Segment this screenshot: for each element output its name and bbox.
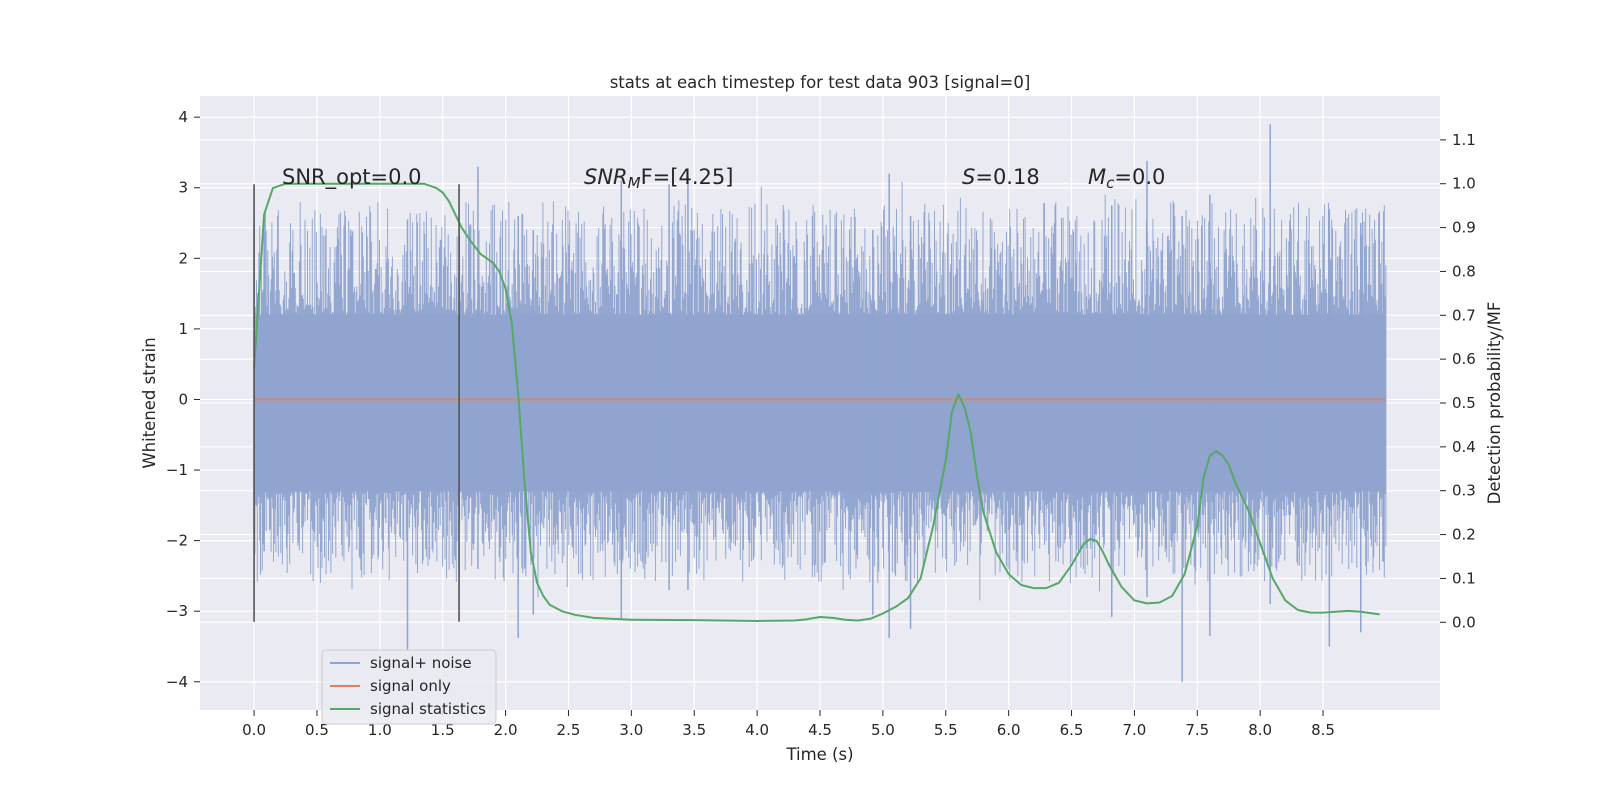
y-right-tick-label-0: 1.1	[1452, 131, 1476, 149]
x-tick-label-16: 8.0	[1248, 721, 1272, 739]
y-right-tick-label-9: 0.2	[1452, 526, 1476, 544]
y-right-tick-label-1: 1.0	[1452, 175, 1476, 193]
y-left-tick-label-2: 2	[178, 249, 188, 267]
x-tick-label-7: 3.5	[682, 721, 706, 739]
y-right-tick-label-5: 0.6	[1452, 350, 1476, 368]
legend-label-signal-only: signal only	[370, 677, 451, 695]
legend: signal+ noise signal only signal statist…	[321, 649, 497, 725]
legend-label-signal-noise: signal+ noise	[370, 654, 472, 672]
signal-statistics-line	[253, 182, 1380, 622]
y-left-tick-label-8: −4	[166, 673, 188, 691]
chart-title: stats at each timestep for test data 903…	[610, 73, 1031, 92]
annotation-mc-subscript: c	[1106, 174, 1115, 192]
y-left-tick-label-0: 4	[178, 108, 188, 126]
y-right-tick-label-6: 0.5	[1452, 394, 1476, 412]
series-signal-statistics	[253, 182, 1380, 622]
y-right-tick-label-10: 0.1	[1452, 569, 1476, 587]
x-tick-label-11: 5.5	[934, 721, 958, 739]
y-left-tick-label-7: −3	[166, 602, 188, 620]
y-right-tick-label-8: 0.3	[1452, 482, 1476, 500]
y-left-tick-label-4: 0	[178, 390, 188, 408]
x-tick-label-0: 0.0	[242, 721, 266, 739]
annotation-s-value: =0.18	[975, 165, 1039, 189]
annotation-snr-mf-symbol: SNR	[584, 165, 628, 189]
x-tick-label-4: 2.0	[494, 721, 518, 739]
y-axis-right-label: Detection probability/MF	[1485, 302, 1504, 505]
x-tick-label-2: 1.0	[368, 721, 392, 739]
annotation-snr-mf-subscript: M	[628, 174, 641, 192]
x-tick-label-14: 7.0	[1122, 721, 1146, 739]
marker-lines	[253, 184, 460, 622]
y-left-tick-label-3: 1	[178, 320, 188, 338]
y-left-tick-label-6: −2	[166, 532, 188, 550]
y-right-tick-label-3: 0.8	[1452, 262, 1476, 280]
y-right-tick-label-4: 0.7	[1452, 306, 1476, 324]
x-tick-label-6: 3.0	[619, 721, 643, 739]
y-right-tick-label-7: 0.4	[1452, 438, 1476, 456]
x-tick-label-5: 2.5	[557, 721, 581, 739]
x-axis-label: Time (s)	[785, 745, 853, 764]
legend-box	[321, 649, 497, 725]
x-tick-label-3: 1.5	[431, 721, 455, 739]
annotation-mc-symbol: M	[1088, 165, 1106, 189]
annotation-snr-mf: SNRMF=[4.25]	[584, 165, 733, 192]
annotation-mc: Mc=0.0	[1088, 165, 1165, 192]
y-right-tick-label-2: 0.9	[1452, 219, 1476, 237]
x-tick-label-17: 8.5	[1311, 721, 1335, 739]
x-tick-label-15: 7.5	[1185, 721, 1209, 739]
axis-ticks: 0.0 0.5 1.0 1.5 2.0 2.5 3.0 3.5 4.0 4.5 5.0 5.5 6.0 6…	[166, 108, 1476, 739]
y-left-tick-label-5: −1	[166, 461, 188, 479]
y-axis-left-label: Whitened strain	[140, 337, 159, 468]
x-tick-label-1: 0.5	[305, 721, 329, 739]
x-tick-label-8: 4.0	[745, 721, 769, 739]
x-tick-label-12: 6.0	[997, 721, 1021, 739]
y-right-tick-label-11: 0.0	[1452, 613, 1476, 631]
annotation-s-symbol: S	[962, 165, 975, 189]
y-left-tick-label-1: 3	[178, 179, 188, 197]
annotation-s: S=0.18	[962, 165, 1040, 189]
annotation-snr-opt: SNR_opt=0.0	[282, 165, 422, 190]
x-tick-label-10: 5.0	[871, 721, 895, 739]
annotation-snr-mf-value: F=[4.25]	[641, 165, 734, 189]
legend-label-signal-statistics: signal statistics	[370, 700, 486, 718]
x-tick-label-13: 6.5	[1060, 721, 1084, 739]
x-tick-label-9: 4.5	[808, 721, 832, 739]
annotation-mc-value: =0.0	[1114, 165, 1165, 189]
series-signal-noise	[253, 124, 1387, 682]
